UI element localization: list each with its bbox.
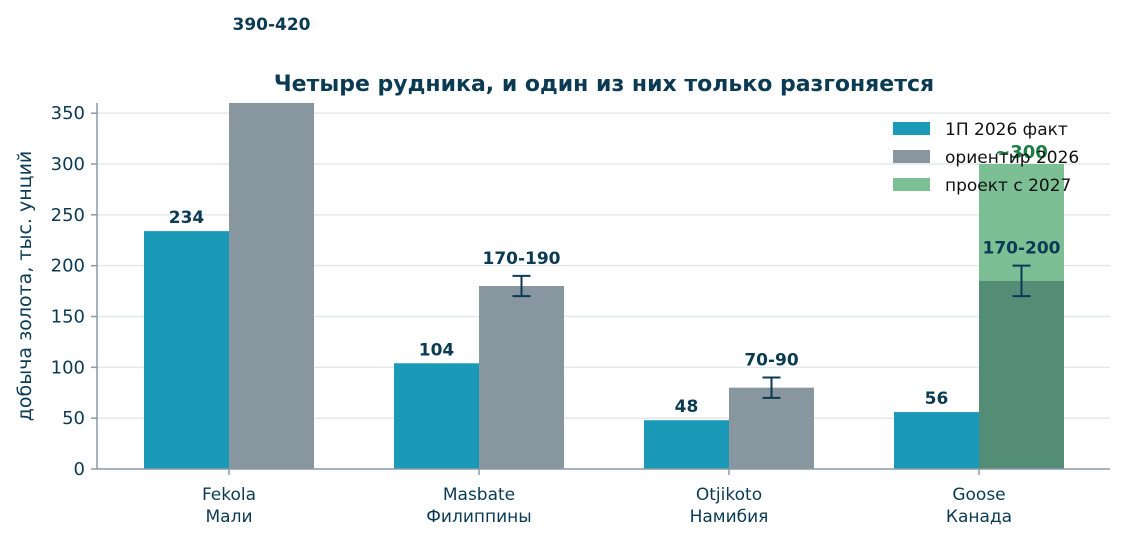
chart-title: Четыре рудника, и один из них только раз… [274,72,934,97]
y-tick-label: 150 [51,307,85,328]
bar-target [979,280,1064,469]
legend: 1П 2026 факт ориентир 2026 проект с 2027 [893,120,1079,196]
legend-swatch [893,150,930,163]
x-tick-label-country: Намибия [690,507,769,527]
x-tick-label-name: Masbate [443,485,515,505]
data-label-fact: 48 [675,397,699,417]
y-tick-label: 250 [51,205,85,226]
legend-swatch [893,122,930,135]
y-axis-label: добыча золота, тыс. унций [14,151,36,422]
x-tick-label-country: Канада [946,507,1012,527]
bar-fact [394,363,479,469]
bar-fact [894,412,979,469]
data-labels: 234 390-420 104 170-190 48 70-90 56 170-200 ~300 [169,15,1061,417]
bars [144,103,1064,469]
bar-target [229,103,314,469]
data-label-fact: 56 [925,389,949,409]
y-tick-label: 200 [51,256,85,277]
data-label-fact: 234 [169,208,205,228]
x-tick-label-country: Мали [206,507,253,527]
legend-swatch [893,178,930,191]
bar-fact [644,420,729,469]
y-tick-label: 300 [51,154,85,175]
data-label-project: ~300 [995,142,1048,163]
legend-label: проект с 2027 [945,176,1071,196]
bar-target [479,286,564,469]
x-tick-label-country: Филиппины [426,507,531,527]
y-tick-label: 350 [51,103,85,124]
data-label-target: 390-420 [232,15,310,35]
bar-target [729,387,814,469]
y-tick-label: 0 [74,459,85,480]
y-tick-label: 100 [51,357,85,378]
data-label-target: 170-200 [982,239,1060,259]
legend-label: 1П 2026 факт [945,120,1068,140]
legend-label: ориентир 2026 [945,148,1079,168]
x-tick-label-name: Fekola [202,485,256,505]
x-tick-label-name: Goose [952,485,1005,505]
data-label-target: 70-90 [744,351,799,371]
data-label-fact: 104 [419,340,455,360]
error-bars [512,264,1031,399]
x-tick-label-name: Otjikoto [696,485,762,505]
data-label-target: 170-190 [482,249,560,269]
bar-fact [144,231,229,469]
y-tick-label: 50 [62,408,85,429]
